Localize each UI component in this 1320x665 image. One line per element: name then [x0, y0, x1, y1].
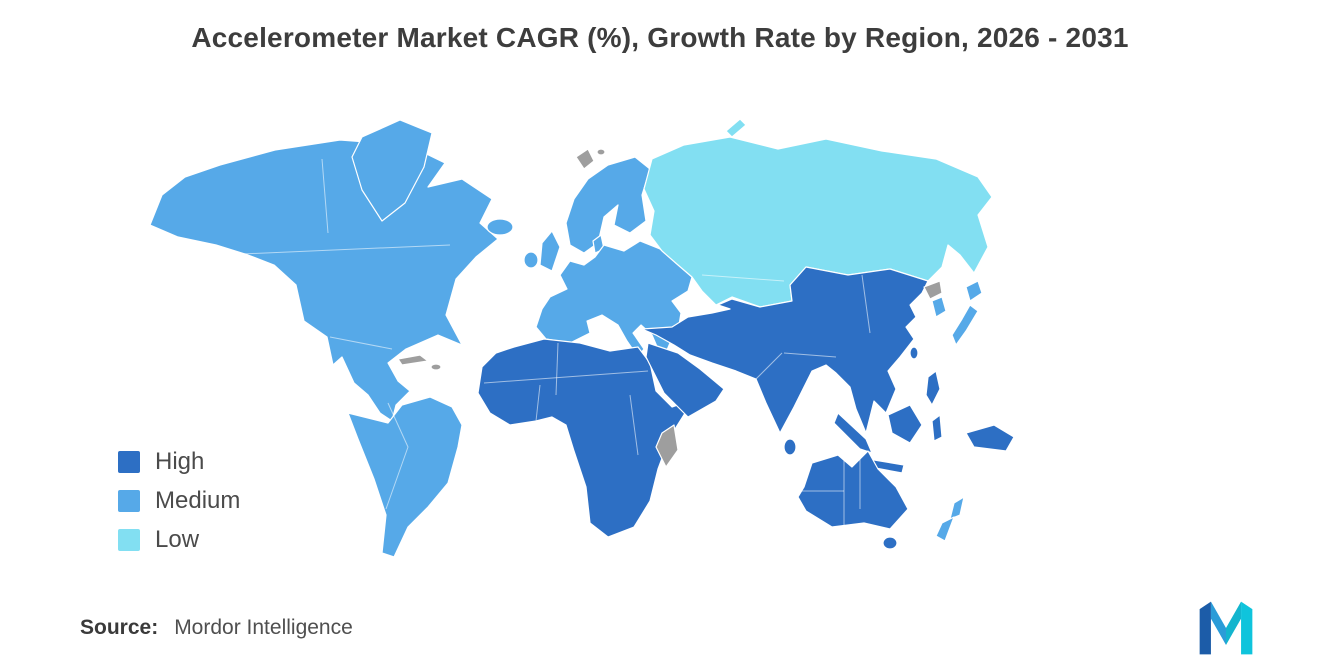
legend-swatch-high	[118, 451, 140, 473]
source-label: Source:	[80, 616, 159, 639]
region-africa	[477, 338, 695, 538]
world-map	[90, 95, 1120, 580]
region-new-zealand-south	[935, 516, 955, 542]
region-philippines	[925, 370, 941, 406]
map-legend: High Medium Low	[118, 450, 240, 552]
legend-label-medium: Medium	[155, 487, 241, 514]
chart-title: Accelerometer Market CAGR (%), Growth Ra…	[191, 22, 1129, 53]
region-borneo	[887, 404, 923, 444]
region-ireland	[523, 251, 539, 269]
legend-item-medium: Medium	[118, 489, 240, 513]
region-north-korea	[923, 280, 943, 300]
logo-stroke-left	[1199, 601, 1211, 655]
region-svalbard-isle	[596, 148, 606, 156]
region-sumatra	[833, 412, 873, 454]
legend-item-low: Low	[118, 528, 240, 552]
legend-label-low: Low	[155, 526, 200, 553]
region-new-zealand-north	[949, 496, 965, 520]
legend-swatch-low	[118, 529, 140, 551]
legend-label-high: High	[155, 448, 205, 475]
region-tasmania	[882, 536, 898, 550]
region-novaya-zemlya	[725, 118, 747, 138]
region-madagascar	[655, 424, 679, 468]
source-value: Mordor Intelligence	[174, 616, 353, 639]
region-scandinavia	[565, 156, 651, 254]
region-iceland	[486, 218, 514, 236]
region-middle-east	[645, 342, 725, 418]
region-taiwan	[909, 346, 919, 360]
region-uk	[539, 230, 561, 272]
region-japan-hokkaido	[965, 280, 983, 302]
region-asia	[641, 266, 929, 434]
region-svalbard	[575, 148, 595, 170]
region-south-korea	[931, 296, 947, 318]
region-sulawesi	[931, 414, 943, 442]
legend-swatch-medium	[118, 490, 140, 512]
country-border-lines	[217, 158, 871, 525]
region-south-america	[347, 396, 463, 558]
logo-stroke-diag-up	[1226, 601, 1242, 645]
region-cuba	[397, 354, 429, 366]
source-line: Source: Mordor Intelligence	[80, 616, 353, 640]
region-hispaniola	[430, 363, 442, 371]
region-new-guinea	[965, 424, 1015, 452]
region-russia-central-asia	[643, 136, 993, 308]
mordor-intelligence-logo	[1184, 596, 1268, 660]
logo-stroke-right	[1241, 601, 1253, 655]
region-greenland	[351, 119, 433, 222]
legend-item-high: High	[118, 450, 240, 474]
logo-stroke-diag-down	[1210, 601, 1226, 645]
region-japan-honshu	[951, 304, 979, 346]
region-sri-lanka	[783, 438, 797, 456]
region-australia	[797, 450, 909, 530]
